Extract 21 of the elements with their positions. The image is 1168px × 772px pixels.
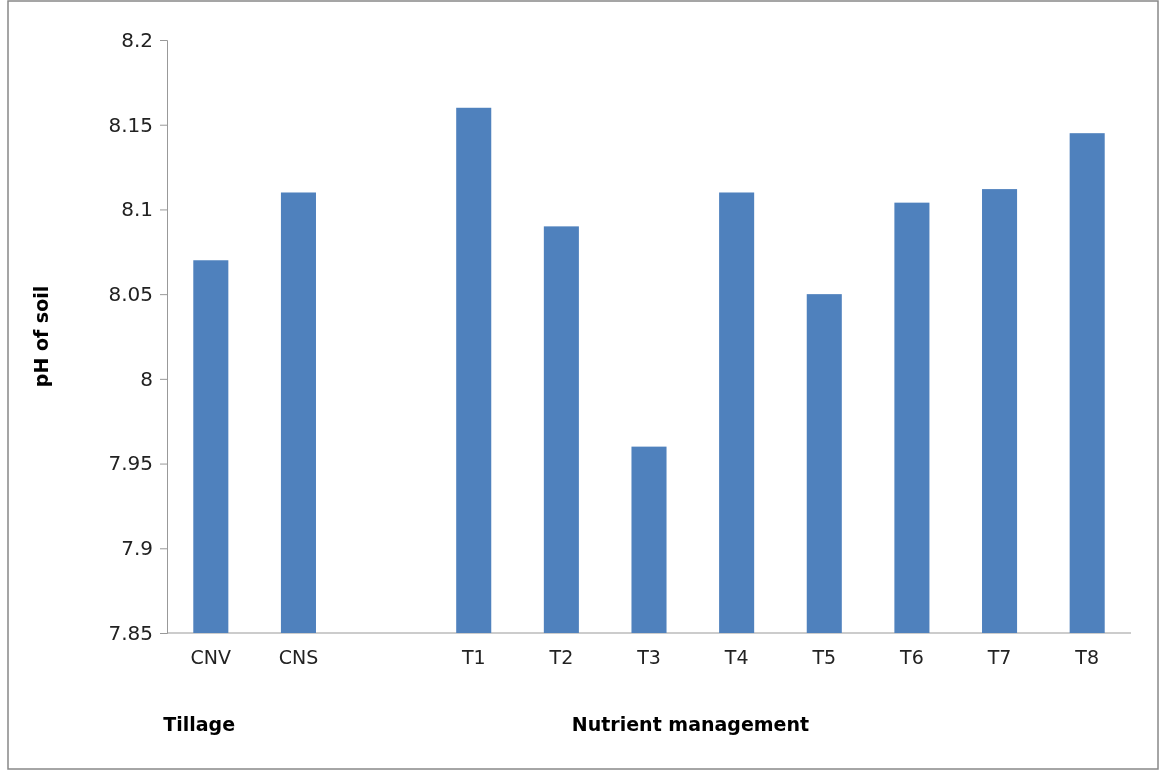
x-tick-label: T7: [986, 646, 1012, 668]
y-tick-label: 8.05: [108, 282, 153, 307]
y-tick-label: 7.95: [108, 451, 153, 476]
x-tick-label: T4: [723, 646, 749, 668]
y-tick-label: 7.9: [121, 536, 153, 561]
y-tick-label: 7.85: [108, 620, 153, 645]
x-tick-label: CNS: [278, 646, 319, 668]
y-tick-label: 8.2: [121, 27, 153, 52]
x-tick-label: T6: [899, 646, 924, 668]
x-tick-label: T8: [1074, 646, 1100, 668]
y-tick-label: 8.1: [121, 197, 153, 222]
text: Nutrient management: [571, 713, 810, 735]
x-tick-label: CNV: [190, 646, 232, 668]
x-tick-label: T1: [460, 646, 486, 668]
y-tick-label: 8: [140, 366, 153, 391]
y-tick-label: 8.15: [108, 112, 153, 137]
x-tick-label: T5: [811, 646, 837, 668]
x-tick-label: T3: [636, 646, 661, 668]
y-axis-title: pH of soil: [30, 285, 52, 388]
x-tick-label: T2: [548, 646, 574, 668]
text: Tillage: [163, 713, 236, 735]
